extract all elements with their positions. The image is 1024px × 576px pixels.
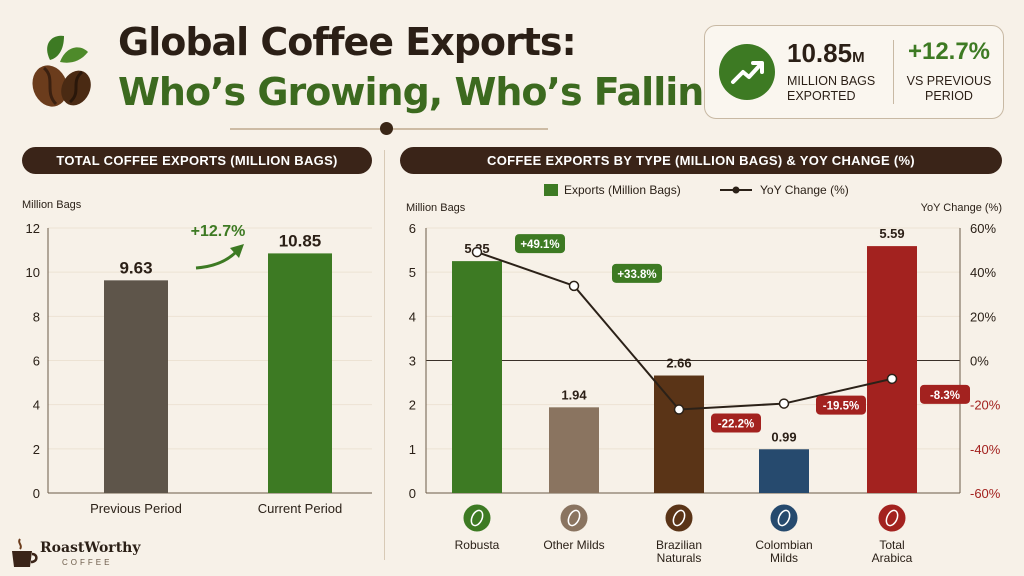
yoy-label-badge — [920, 384, 970, 404]
legend-bar-swatch — [544, 184, 558, 196]
chart2-category-label: Robusta — [455, 538, 500, 552]
chart2-ytick-label: 0 — [409, 486, 416, 501]
chart2-category-label: Total — [879, 538, 904, 552]
chart2-bar — [759, 449, 809, 493]
growth-arrow-icon — [195, 250, 238, 270]
coffee-cup-logo-icon — [12, 538, 38, 567]
chart1-ytick-label: 6 — [33, 354, 40, 369]
yoy-label: +33.8% — [617, 269, 656, 281]
chart2-y2tick-label: 60% — [970, 221, 996, 236]
chart2-category-label: Milds — [770, 551, 798, 565]
yoy-label: -8.3% — [930, 390, 960, 402]
kpi-card: 10.85M MILLION BAGS EXPORTED +12.7% VS P… — [704, 25, 1004, 119]
chart1-title: TOTAL COFFEE EXPORTS (MILLION BAGS) — [22, 147, 372, 174]
chart2-ytick-label: 5 — [409, 265, 416, 280]
bean-outline-icon — [470, 509, 484, 527]
chart2-ytick-label: 3 — [409, 354, 416, 369]
yoy-point — [568, 280, 580, 292]
brand-name: RoastWorthy — [40, 540, 141, 556]
chart2-ytick-label: 1 — [409, 442, 416, 457]
yoy-point — [673, 404, 685, 415]
trend-up-icon — [719, 44, 775, 100]
bean-category-icon — [559, 503, 589, 533]
chart2-bar — [654, 375, 704, 493]
legend-bar-label: Exports (Million Bags) — [564, 183, 681, 197]
yoy-point — [471, 246, 483, 258]
chart1-ylabel: Million Bags — [22, 199, 82, 211]
divider-bean-icon — [380, 122, 393, 135]
legend-line-marker — [732, 186, 740, 194]
chart2-category-label: Brazilian — [656, 538, 702, 552]
chart2-y2tick-label: 40% — [970, 265, 996, 280]
chart2-value-label: 5.59 — [879, 226, 904, 241]
chart2-y2label: YoY Change (%) — [921, 202, 1002, 214]
chart2-y2tick-label: -40% — [970, 442, 1001, 457]
chart2-bar — [867, 246, 917, 493]
bean-category-icon — [769, 503, 799, 533]
chart2-value-label: 1.94 — [561, 387, 587, 402]
chart1-category-label: Current Period — [258, 501, 343, 516]
chart1-growth-annotation: +12.7% — [191, 223, 246, 240]
chart2-y2tick-label: -20% — [970, 398, 1001, 413]
bean-outline-icon — [777, 509, 791, 527]
chart2-ytick-label: 4 — [409, 309, 416, 324]
chart1-ytick-label: 12 — [26, 221, 40, 236]
chart2-value-label: 0.99 — [771, 429, 796, 444]
chart1-ytick-label: 0 — [33, 486, 40, 501]
yoy-label: +49.1% — [520, 239, 559, 251]
bean-category-icon — [462, 503, 492, 533]
chart1-value-label: 9.63 — [119, 258, 152, 277]
chart2-value-label: 2.66 — [666, 356, 691, 371]
chart1-ytick-label: 2 — [33, 442, 40, 457]
coffee-bean-logo-icon — [32, 35, 91, 107]
chart2-category-label: Arabica — [872, 551, 913, 565]
kpi-total-label: MILLION BAGS EXPORTED — [787, 74, 876, 103]
bean-outline-icon — [567, 509, 581, 527]
yoy-label-badge — [515, 234, 565, 254]
yoy-label-badge — [816, 395, 866, 415]
chart2-category-label: Other Milds — [543, 538, 604, 552]
chart2-category-label: Colombian — [755, 538, 812, 552]
bean-outline-icon — [672, 509, 686, 527]
chart1-bar — [268, 253, 332, 493]
chart1-ytick-label: 4 — [33, 398, 40, 413]
yoy-label-badge — [612, 263, 662, 283]
chart2-y2tick-label: -60% — [970, 486, 1001, 501]
bean-category-icon — [664, 503, 694, 533]
chart2-y2tick-label: 0% — [970, 354, 989, 369]
chart1-ytick-label: 8 — [33, 309, 40, 324]
yoy-label-badge — [711, 413, 761, 433]
chart2-bar — [452, 261, 502, 493]
yoy-point — [886, 373, 898, 385]
brand-subtitle: COFFEE — [62, 558, 113, 567]
kpi-change-value: +12.7% — [907, 38, 991, 65]
chart2-ytick-label: 2 — [409, 398, 416, 413]
page-subtitle: Who’s Growing, Who’s Falling? — [118, 70, 752, 114]
legend-line-label: YoY Change (%) — [760, 183, 849, 197]
kpi-divider — [893, 40, 894, 104]
growth-arrowhead-icon — [230, 244, 244, 258]
bean-outline-icon — [885, 509, 899, 527]
kpi-total-unit: M — [852, 49, 865, 66]
kpi-change-label: VS PREVIOUS PERIOD — [906, 74, 992, 103]
bean-category-icon — [877, 503, 907, 533]
chart2-ylabel: Million Bags — [406, 202, 466, 214]
chart2-bar — [549, 407, 599, 493]
kpi-total-value: 10.85M — [787, 38, 865, 68]
chart1-value-label: 10.85 — [279, 231, 322, 250]
yoy-label: -22.2% — [718, 419, 754, 431]
yoy-point — [778, 398, 790, 409]
chart2-title: COFFEE EXPORTS BY TYPE (MILLION BAGS) & … — [400, 147, 1002, 174]
chart2-y2tick-label: 20% — [970, 309, 996, 324]
chart1-ytick-label: 10 — [26, 265, 40, 280]
chart2-ytick-label: 6 — [409, 221, 416, 236]
panel-divider — [384, 150, 385, 560]
page-title: Global Coffee Exports: — [118, 20, 577, 64]
chart1-bar — [104, 280, 168, 493]
yoy-label: -19.5% — [823, 401, 859, 413]
chart1-category-label: Previous Period — [90, 501, 182, 516]
chart2-category-label: Naturals — [657, 551, 702, 565]
